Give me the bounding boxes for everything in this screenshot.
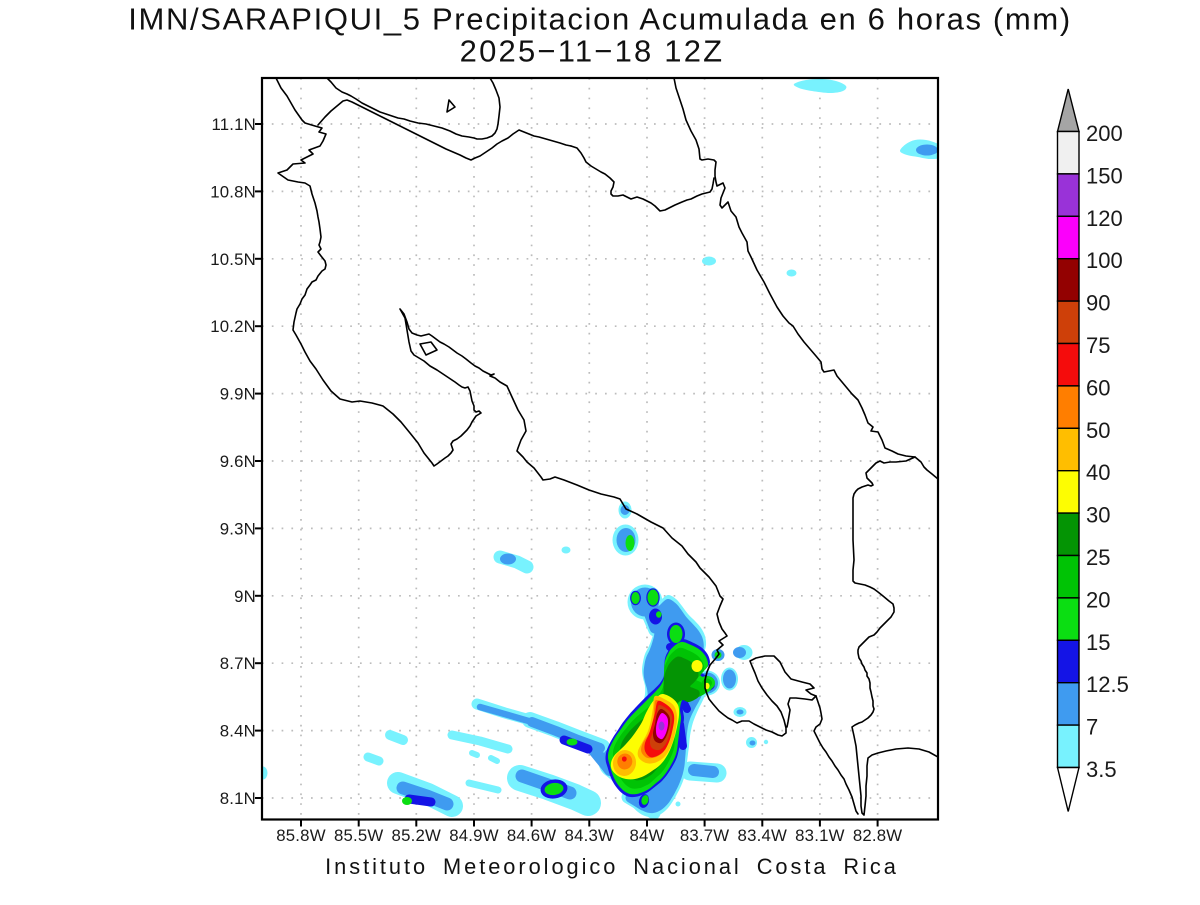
svg-text:83.4W: 83.4W — [738, 826, 788, 845]
svg-text:11.1N: 11.1N — [211, 115, 256, 134]
svg-text:20: 20 — [1086, 587, 1110, 612]
svg-text:3.5: 3.5 — [1086, 757, 1117, 782]
svg-text:10.2N: 10.2N — [210, 317, 256, 336]
svg-text:7: 7 — [1086, 715, 1098, 740]
svg-text:85.5W: 85.5W — [334, 826, 384, 845]
svg-text:85.8W: 85.8W — [276, 826, 326, 845]
svg-text:25: 25 — [1086, 545, 1110, 570]
svg-text:10.8N: 10.8N — [210, 182, 256, 201]
svg-text:8.7N: 8.7N — [220, 654, 256, 673]
svg-text:150: 150 — [1086, 163, 1123, 188]
svg-text:90: 90 — [1086, 291, 1110, 316]
svg-text:2025−11−18 12Z: 2025−11−18 12Z — [460, 34, 725, 69]
svg-text:200: 200 — [1086, 121, 1123, 146]
svg-text:50: 50 — [1086, 418, 1110, 443]
svg-text:8.4N: 8.4N — [220, 722, 256, 741]
svg-text:84W: 84W — [629, 826, 664, 845]
svg-text:9N: 9N — [234, 587, 256, 606]
svg-text:9.3N: 9.3N — [220, 519, 256, 538]
svg-text:60: 60 — [1086, 375, 1110, 400]
svg-text:30: 30 — [1086, 503, 1110, 528]
svg-text:8.1N: 8.1N — [220, 789, 256, 808]
svg-text:12.5: 12.5 — [1086, 672, 1129, 697]
svg-text:100: 100 — [1086, 248, 1123, 273]
svg-text:9.9N: 9.9N — [220, 385, 256, 404]
svg-text:83.1W: 83.1W — [795, 826, 845, 845]
svg-text:83.7W: 83.7W — [680, 826, 730, 845]
svg-text:82.8W: 82.8W — [853, 826, 903, 845]
svg-text:84.9W: 84.9W — [449, 826, 499, 845]
svg-text:10.5N: 10.5N — [210, 250, 256, 269]
svg-text:Instituto Meteorologico Nacion: Instituto Meteorologico Nacional Costa R… — [325, 854, 899, 879]
svg-text:9.6N: 9.6N — [220, 452, 256, 471]
svg-text:84.3W: 84.3W — [565, 826, 615, 845]
svg-text:15: 15 — [1086, 630, 1110, 655]
svg-text:IMN/SARAPIQUI_5 Precipitacion: IMN/SARAPIQUI_5 Precipitacion Acumulada … — [128, 2, 1072, 37]
svg-text:84.6W: 84.6W — [507, 826, 557, 845]
svg-text:85.2W: 85.2W — [392, 826, 442, 845]
svg-text:120: 120 — [1086, 206, 1123, 231]
svg-text:75: 75 — [1086, 333, 1110, 358]
svg-text:40: 40 — [1086, 460, 1110, 485]
